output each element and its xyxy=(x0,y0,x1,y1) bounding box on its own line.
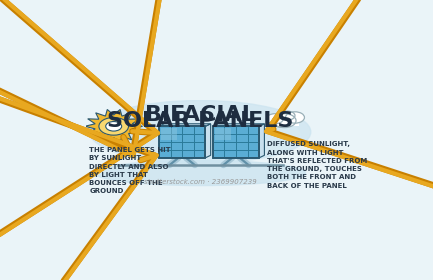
Bar xyxy=(270,120,299,126)
Polygon shape xyxy=(85,109,142,143)
Ellipse shape xyxy=(100,110,300,160)
Circle shape xyxy=(99,117,129,135)
Polygon shape xyxy=(259,124,265,158)
Bar xyxy=(213,126,259,158)
Ellipse shape xyxy=(90,101,311,164)
Bar xyxy=(159,126,205,158)
Polygon shape xyxy=(159,124,211,126)
Bar xyxy=(215,128,231,139)
Text: SOLAR PANELS: SOLAR PANELS xyxy=(107,111,293,131)
Circle shape xyxy=(273,114,296,128)
Circle shape xyxy=(273,118,289,127)
Text: DIFFUSED SUNLIGHT,
ALONG WITH LIGHT
THAT'S REFLECTED FROM
THE GROUND, TOUCHES
BO: DIFFUSED SUNLIGHT, ALONG WITH LIGHT THAT… xyxy=(267,141,367,189)
Bar xyxy=(213,126,259,158)
Circle shape xyxy=(267,114,283,124)
Polygon shape xyxy=(205,124,211,158)
Text: BIFACIAL: BIFACIAL xyxy=(145,105,255,125)
Text: THE PANEL GETS HIT
BY SUNLIGHT
DIRECTLY AND ALSO
BY LIGHT THAT
BOUNCES OFF THE
G: THE PANEL GETS HIT BY SUNLIGHT DIRECTLY … xyxy=(90,147,171,194)
Polygon shape xyxy=(213,124,265,126)
Bar xyxy=(161,128,178,139)
Circle shape xyxy=(280,111,295,120)
Text: shutterstock.com · 2369907239: shutterstock.com · 2369907239 xyxy=(144,179,256,185)
Bar xyxy=(159,126,205,158)
Circle shape xyxy=(106,122,122,131)
Ellipse shape xyxy=(95,160,306,186)
Circle shape xyxy=(285,112,304,123)
